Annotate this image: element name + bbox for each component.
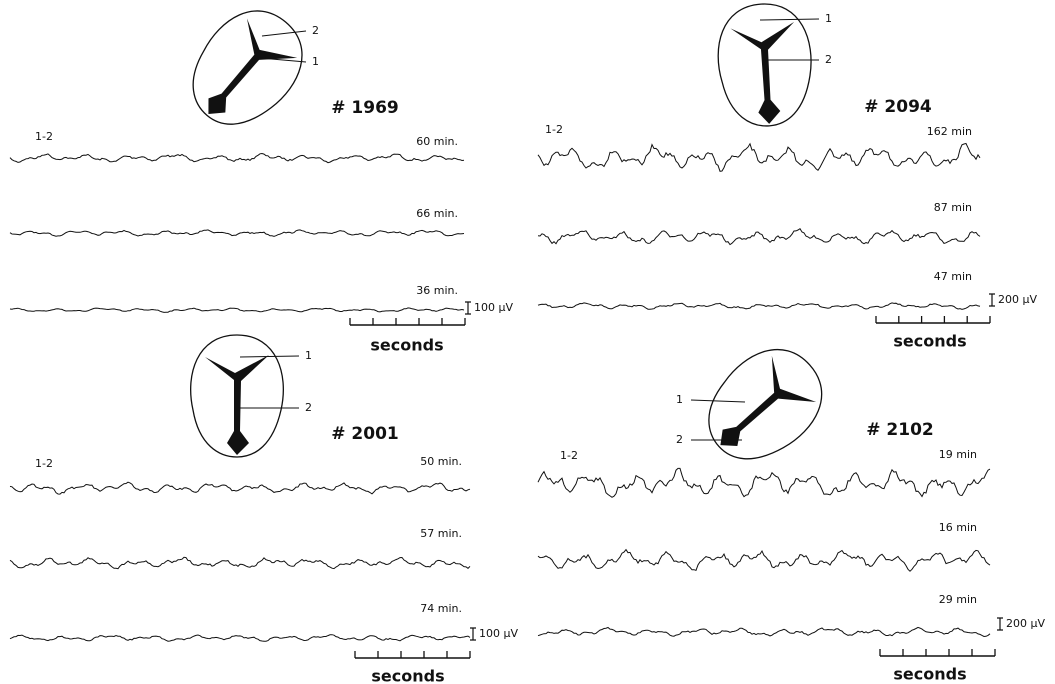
eeg-trace [10, 635, 470, 642]
time-axis-label: seconds [370, 336, 443, 355]
eeg-trace [538, 303, 980, 310]
electrode-label: 2 [676, 433, 683, 446]
time-label: 57 min. [420, 527, 462, 540]
electrode-label: 1 [676, 393, 683, 406]
panel-title: # 2102 [866, 420, 933, 440]
ventricle [730, 22, 801, 126]
time-label: 19 min [939, 448, 977, 461]
eeg-trace [538, 144, 980, 172]
time-label: 47 min [934, 270, 972, 283]
time-label: 16 min [939, 521, 977, 534]
electrode-label: 1 [825, 12, 832, 25]
electrode-label: 1 [312, 55, 319, 68]
time-axis-label: seconds [893, 332, 966, 351]
ventricle [205, 355, 269, 455]
derivation-label: 1-2 [560, 449, 578, 462]
time-label: 50 min. [420, 455, 462, 468]
brain-diagram [688, 330, 841, 481]
voltage-bar [470, 628, 476, 640]
derivation-label: 1-2 [35, 457, 53, 470]
voltage-label: 100 µV [474, 301, 513, 314]
brain-diagram [191, 335, 284, 457]
time-label: 29 min [939, 593, 977, 606]
electrode-pointer [691, 400, 745, 402]
figure: 1 2 # 1969 1-2 60 min. 66 min. 36 min. seconds 1… [0, 0, 1055, 684]
eeg-trace [10, 482, 470, 494]
eeg-trace [10, 230, 464, 236]
eeg-trace [10, 557, 470, 568]
electrode-label: 2 [825, 53, 832, 66]
voltage-bar [997, 618, 1003, 630]
time-label: 162 min [927, 125, 972, 138]
voltage-bar [465, 302, 471, 314]
time-label: 74 min. [420, 602, 462, 615]
time-axis-label: seconds [371, 667, 444, 684]
eeg-trace [538, 627, 990, 636]
panel-title: # 2001 [331, 424, 398, 444]
ventricle [184, 17, 297, 135]
voltage-label: 200 µV [1006, 617, 1045, 630]
derivation-label: 1-2 [35, 130, 53, 143]
eeg-trace [538, 550, 990, 572]
time-label: 87 min [934, 201, 972, 214]
time-label: 66 min. [416, 207, 458, 220]
time-label: 36 min. [416, 284, 458, 297]
eeg-trace [538, 229, 980, 245]
electrode-pointer [760, 19, 819, 20]
voltage-label: 200 µV [998, 293, 1037, 306]
voltage-label: 100 µV [479, 627, 518, 640]
time-label: 60 min. [416, 135, 458, 148]
eeg-trace [10, 308, 464, 313]
brain-diagram [172, 0, 321, 145]
eeg-trace [538, 468, 990, 497]
panel-title: # 2094 [864, 97, 932, 117]
panel-title: # 1969 [331, 98, 398, 118]
ventricle [699, 354, 816, 468]
time-axis-label: seconds [893, 665, 966, 684]
electrode-label: 2 [305, 401, 312, 414]
electrode-label: 2 [312, 24, 319, 37]
derivation-label: 1-2 [545, 123, 563, 136]
electrode-label: 1 [305, 349, 312, 362]
electrode-pointer [262, 31, 306, 36]
voltage-bar [989, 294, 995, 306]
eeg-trace [10, 154, 464, 163]
electrode-pointer [240, 356, 299, 357]
